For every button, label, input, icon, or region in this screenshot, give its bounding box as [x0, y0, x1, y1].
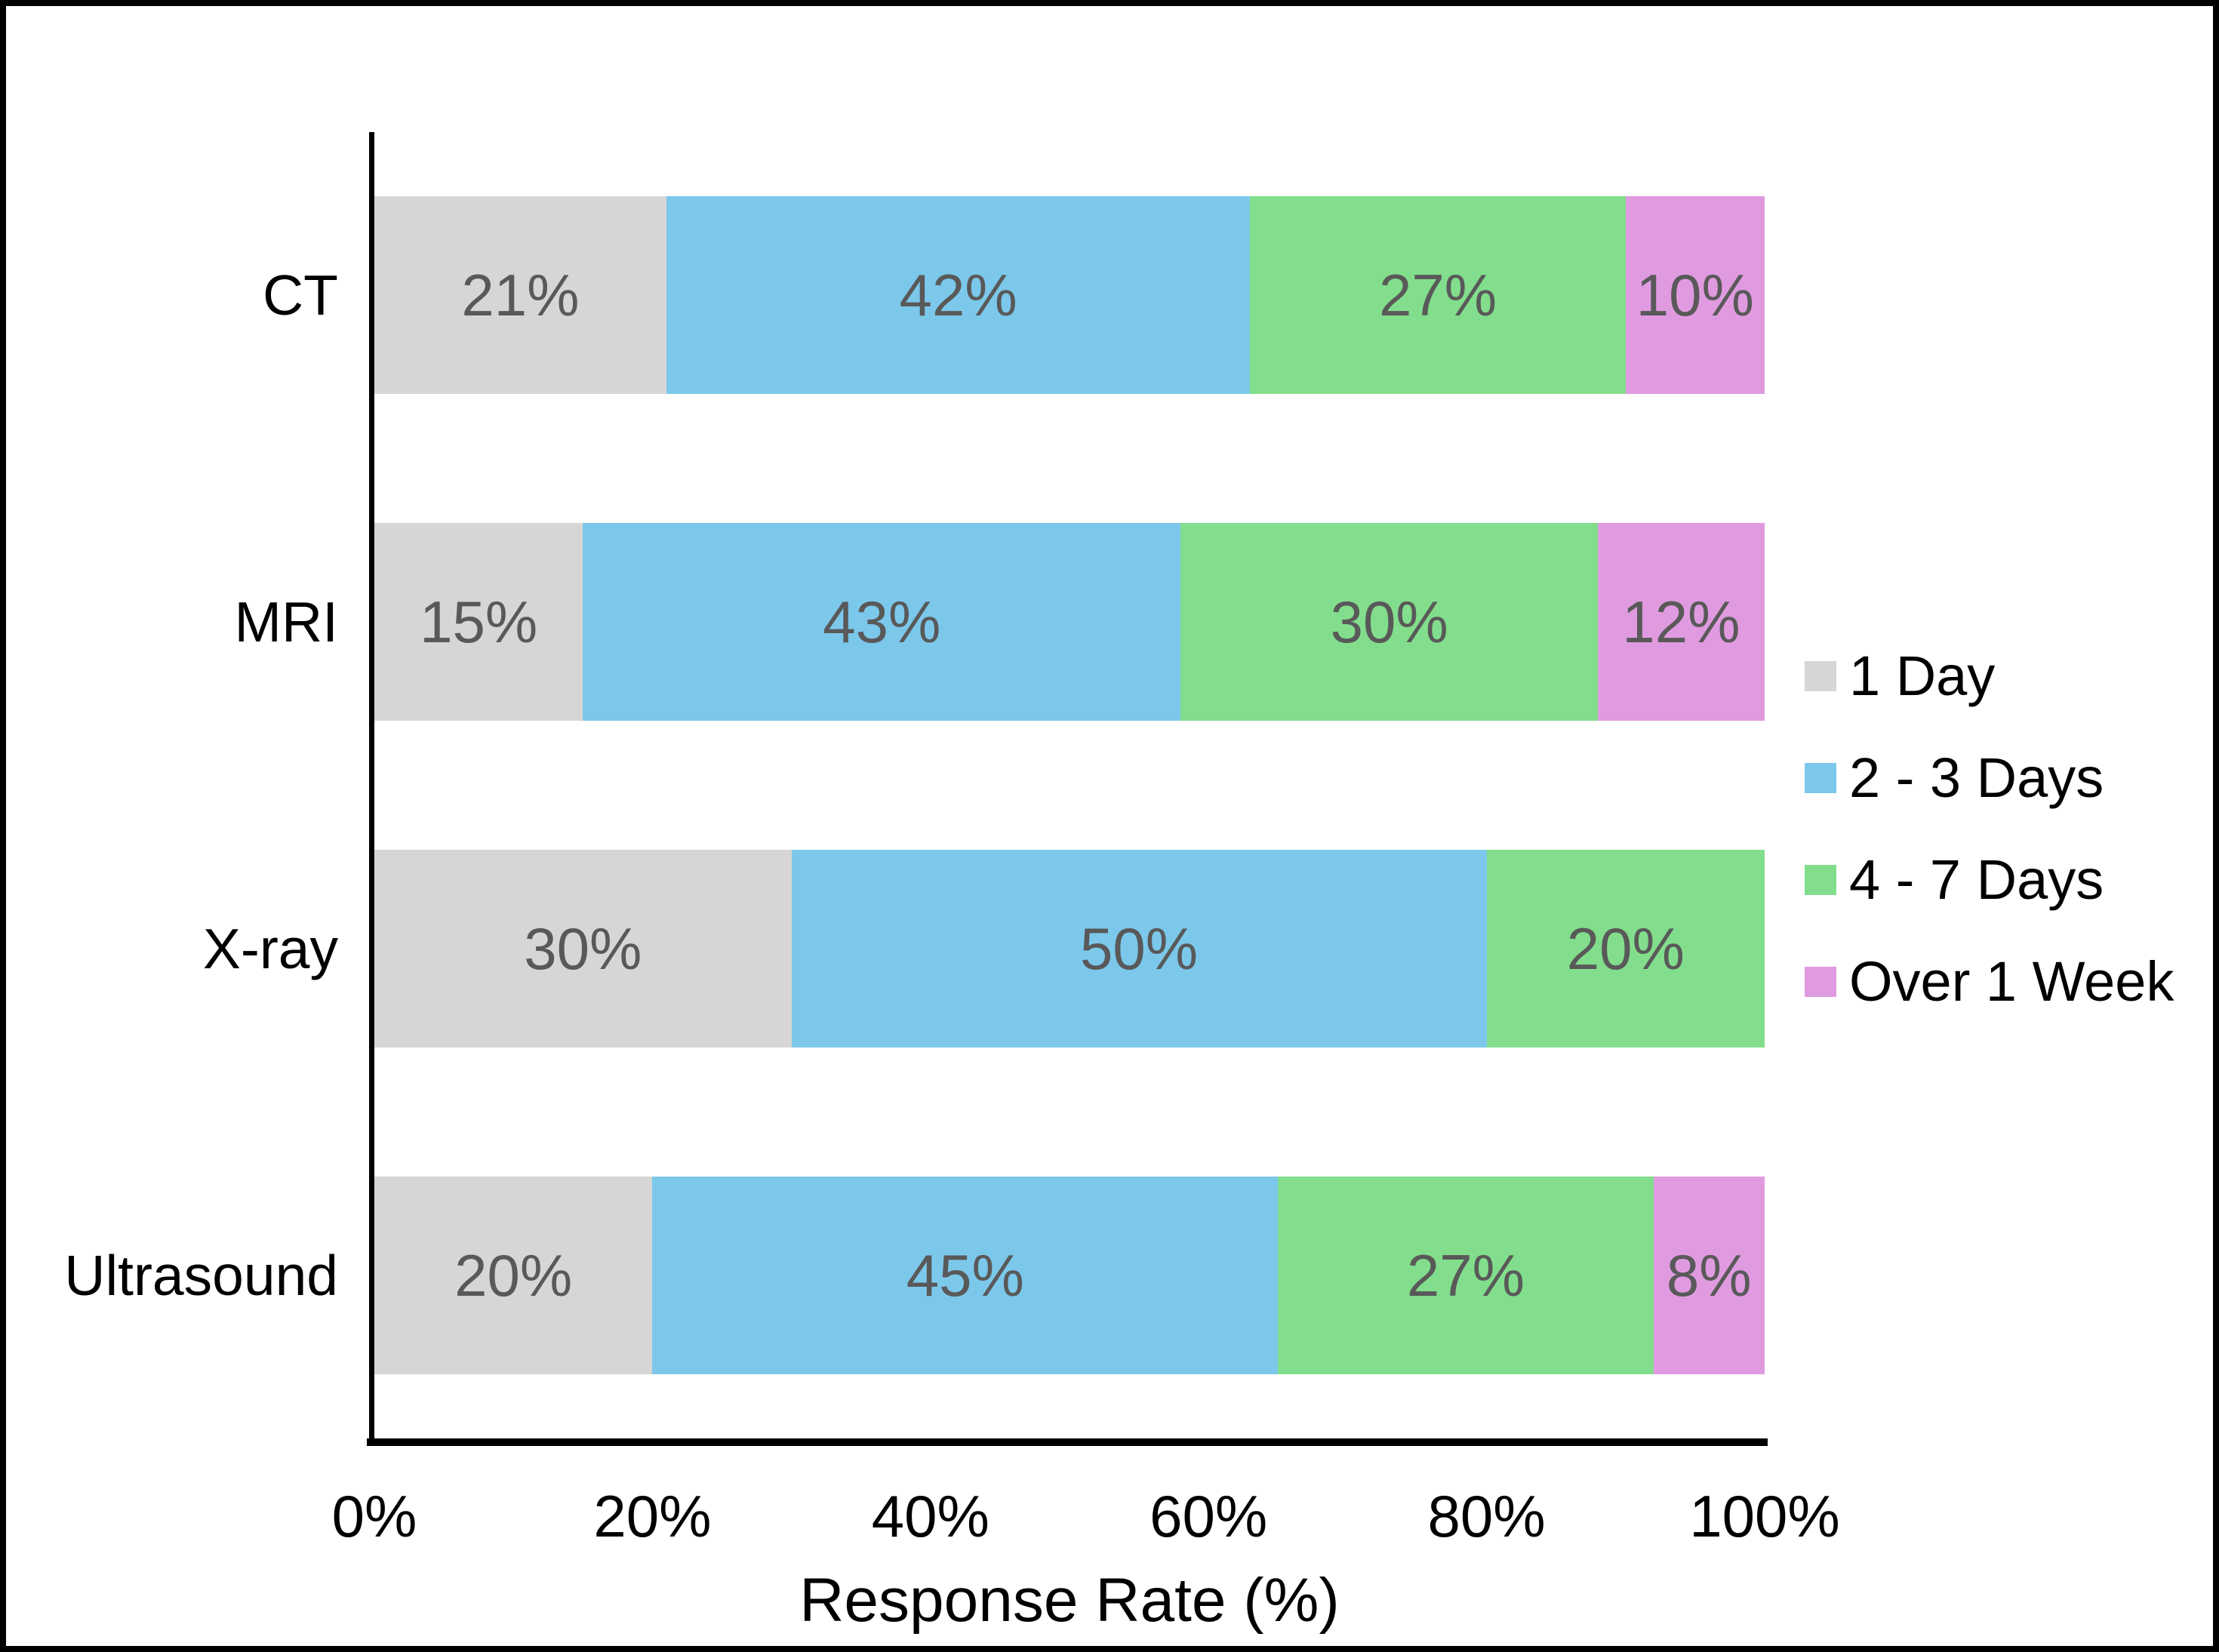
category-label-mri: MRI: [234, 590, 338, 654]
bar-value-label: 20%: [1566, 915, 1685, 982]
bar-segment-mri-2: 30%: [1180, 523, 1598, 721]
bar-segment-ultrasound-0: 20%: [374, 1176, 653, 1374]
bar-value-label: 20%: [454, 1241, 573, 1309]
bar-value-label: 21%: [461, 262, 580, 329]
bar-segment-ct-0: 21%: [374, 196, 666, 395]
legend-swatch-icon: [1805, 967, 1836, 997]
legend-item-1: 2 - 3 Days: [1805, 748, 2104, 808]
legend-label: 4 - 7 Days: [1849, 848, 2104, 911]
bar-value-label: 15%: [420, 589, 538, 656]
bar-row-ultrasound: 20% 45% 27% 8%: [374, 1176, 1765, 1374]
bar-value-label: 45%: [906, 1241, 1024, 1309]
bar-row-ct: 21% 42% 27% 10%: [374, 196, 1765, 395]
bar-segment-x-ray-0: 30%: [374, 849, 792, 1047]
bar-value-label: 8%: [1666, 1241, 1752, 1309]
bar-segment-ct-3: 10%: [1625, 196, 1765, 395]
bar-segment-ultrasound-2: 27%: [1278, 1176, 1654, 1374]
bar-segment-ultrasound-3: 8%: [1653, 1176, 1765, 1374]
bar-segment-mri-1: 43%: [583, 523, 1181, 721]
x-tick-label-20: 20%: [593, 1483, 712, 1549]
x-tick-label-40: 40%: [871, 1483, 989, 1549]
bar-value-label: 42%: [899, 262, 1017, 329]
bar-segment-mri-3: 12%: [1597, 523, 1765, 721]
x-tick-label-80: 80%: [1427, 1483, 1546, 1549]
bar-row-x-ray: 30% 50% 20%: [374, 849, 1765, 1047]
bar-value-label: 43%: [823, 589, 941, 656]
legend-swatch-icon: [1805, 865, 1836, 895]
legend-item-0: 1 Day: [1805, 646, 1995, 706]
x-tick-label-100: 100%: [1689, 1483, 1840, 1549]
x-axis-line: [367, 1438, 1768, 1446]
bar-segment-ultrasound-1: 45%: [652, 1176, 1279, 1374]
category-label-x-ray: X-ray: [202, 916, 338, 980]
bar-segment-x-ray-1: 50%: [791, 849, 1487, 1047]
bar-value-label: 27%: [1406, 1241, 1525, 1309]
y-axis-line: [369, 132, 374, 1446]
legend-label: 2 - 3 Days: [1849, 746, 2104, 809]
bar-value-label: 50%: [1080, 915, 1199, 982]
bar-row-mri: 15% 43% 30% 12%: [374, 523, 1765, 721]
stacked-bar-chart: 21% 42% 27% 10% 15% 43% 30% 12% 30% 50% 20% 20% 45% 2…: [6, 6, 2213, 1646]
legend-item-3: Over 1 Week: [1805, 952, 2174, 1012]
bar-value-label: 27%: [1379, 262, 1497, 329]
bar-segment-ct-2: 27%: [1250, 196, 1626, 395]
legend-swatch-icon: [1805, 763, 1836, 793]
legend-label: Over 1 Week: [1849, 950, 2174, 1013]
bar-value-label: 12%: [1622, 589, 1740, 656]
x-tick-label-60: 60%: [1150, 1483, 1268, 1549]
legend-label: 1 Day: [1849, 644, 1996, 707]
x-tick-label-0: 0%: [331, 1483, 417, 1549]
legend-item-2: 4 - 7 Days: [1805, 850, 2104, 910]
bar-value-label: 30%: [524, 915, 642, 982]
bar-segment-ct-1: 42%: [666, 196, 1251, 395]
bar-segment-mri-0: 15%: [374, 523, 583, 721]
x-axis-title: Response Rate (%): [799, 1566, 1340, 1635]
bar-value-label: 10%: [1636, 262, 1754, 329]
category-label-ct: CT: [263, 263, 338, 328]
bar-segment-x-ray-2: 20%: [1486, 849, 1765, 1047]
category-label-ultrasound: Ultrasound: [64, 1243, 338, 1307]
bar-value-label: 30%: [1330, 589, 1448, 656]
legend-swatch-icon: [1805, 661, 1836, 691]
